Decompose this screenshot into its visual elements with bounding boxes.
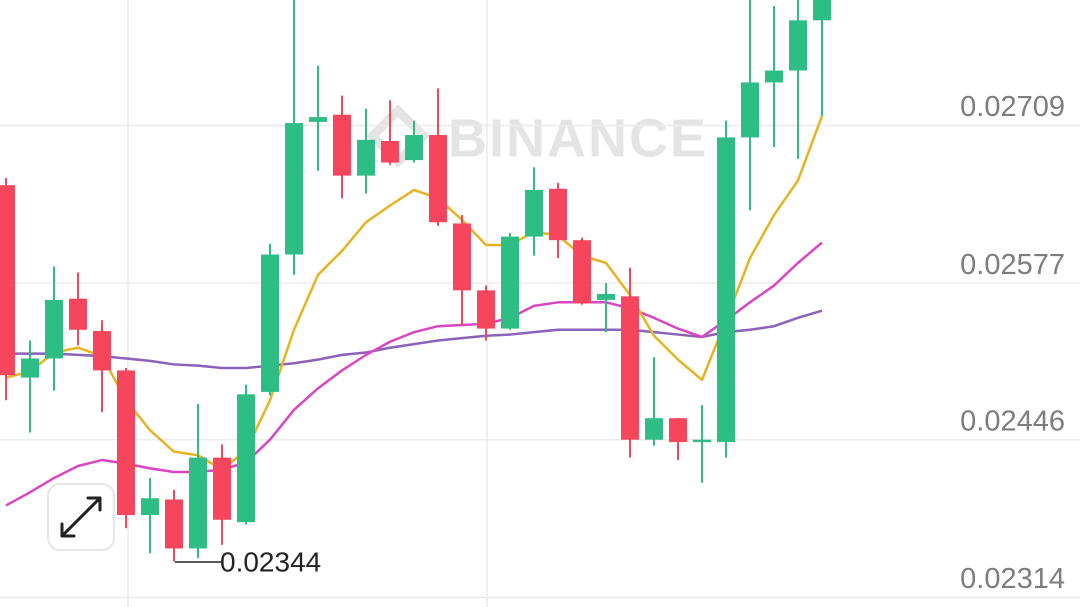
candle-body bbox=[165, 499, 183, 549]
candle-body bbox=[741, 82, 759, 138]
candle-body bbox=[285, 123, 303, 255]
candle-body bbox=[0, 185, 15, 376]
candle-body bbox=[525, 189, 543, 237]
candle-body bbox=[357, 139, 375, 176]
candle-body bbox=[789, 20, 807, 71]
candle-body bbox=[621, 296, 639, 440]
candle-body bbox=[765, 70, 783, 83]
candle-body bbox=[645, 418, 663, 440]
y-tick-label: 0.02446 bbox=[960, 405, 1065, 437]
candle-body bbox=[693, 439, 711, 443]
candle-body bbox=[717, 137, 735, 443]
line-layer bbox=[5, 115, 824, 507]
moving-average-line bbox=[6, 309, 823, 370]
candle-body bbox=[237, 394, 255, 523]
y-tick-label: 0.02314 bbox=[960, 563, 1065, 595]
watermark-group: BINANCE bbox=[366, 104, 708, 168]
candle-body bbox=[381, 140, 399, 163]
candle-body bbox=[69, 298, 87, 330]
candle-body bbox=[93, 330, 111, 371]
candle-body bbox=[117, 370, 135, 515]
candle-body bbox=[21, 358, 39, 378]
y-tick-label: 0.02709 bbox=[960, 91, 1065, 123]
grid-layer bbox=[0, 124, 1080, 599]
candle-body bbox=[333, 114, 351, 176]
candle-body bbox=[597, 293, 615, 300]
candle-body bbox=[213, 457, 231, 520]
expand-button[interactable] bbox=[47, 483, 115, 551]
y-tick-label: 0.02577 bbox=[960, 249, 1065, 281]
candle-body bbox=[429, 135, 447, 223]
candle-body bbox=[813, 0, 831, 21]
candle-layer bbox=[0, 0, 831, 562]
candle-body bbox=[669, 418, 687, 443]
candle-body bbox=[453, 223, 471, 291]
candle-body bbox=[405, 135, 423, 161]
watermark: BINANCE bbox=[448, 108, 708, 168]
candle-body bbox=[573, 240, 591, 304]
moving-average-line bbox=[5, 241, 823, 507]
candle-body bbox=[309, 117, 327, 122]
candle-body bbox=[45, 299, 63, 359]
candle-body bbox=[261, 254, 279, 392]
low-annotation: 0.02344 bbox=[220, 546, 321, 577]
candle-body bbox=[189, 457, 207, 549]
candle-body bbox=[501, 236, 519, 329]
moving-average-line bbox=[5, 115, 824, 471]
candle-body bbox=[477, 290, 495, 329]
candle-body bbox=[549, 188, 567, 241]
candle-body bbox=[141, 498, 159, 515]
